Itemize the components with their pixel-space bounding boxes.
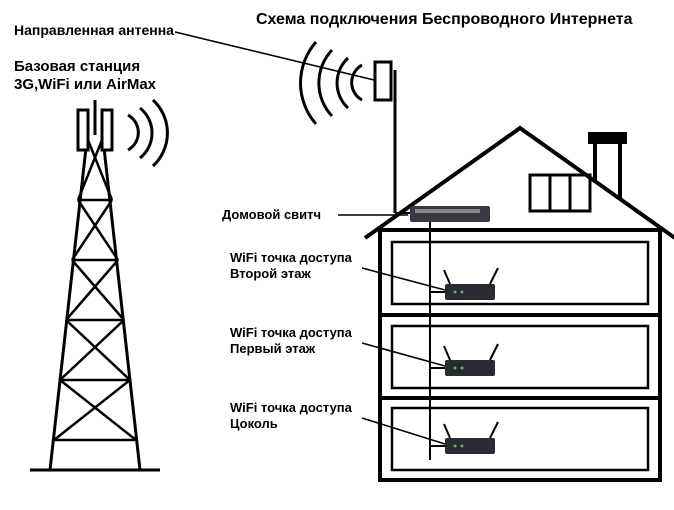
house-icon	[365, 128, 674, 480]
diagram-svg	[0, 0, 674, 510]
roof-antenna-icon	[375, 62, 395, 213]
switch-icon	[410, 206, 490, 222]
tower-waves-icon	[128, 100, 167, 166]
antenna-waves-icon	[301, 42, 362, 124]
cell-tower-icon	[30, 100, 160, 470]
